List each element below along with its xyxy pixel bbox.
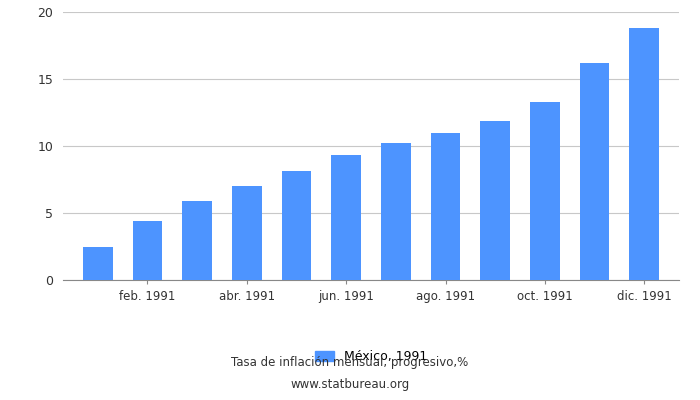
Legend: México, 1991: México, 1991 xyxy=(310,345,432,368)
Bar xyxy=(430,132,461,280)
Bar xyxy=(281,172,312,280)
Text: Tasa de inflación mensual, progresivo,%: Tasa de inflación mensual, progresivo,% xyxy=(232,356,468,369)
Bar xyxy=(629,28,659,280)
Bar xyxy=(182,201,212,280)
Bar xyxy=(381,143,411,280)
Bar xyxy=(530,102,560,280)
Bar xyxy=(331,155,361,280)
Bar xyxy=(232,186,262,280)
Bar xyxy=(480,120,510,280)
Bar xyxy=(132,221,162,280)
Bar xyxy=(83,246,113,280)
Bar xyxy=(580,63,610,280)
Text: www.statbureau.org: www.statbureau.org xyxy=(290,378,410,391)
